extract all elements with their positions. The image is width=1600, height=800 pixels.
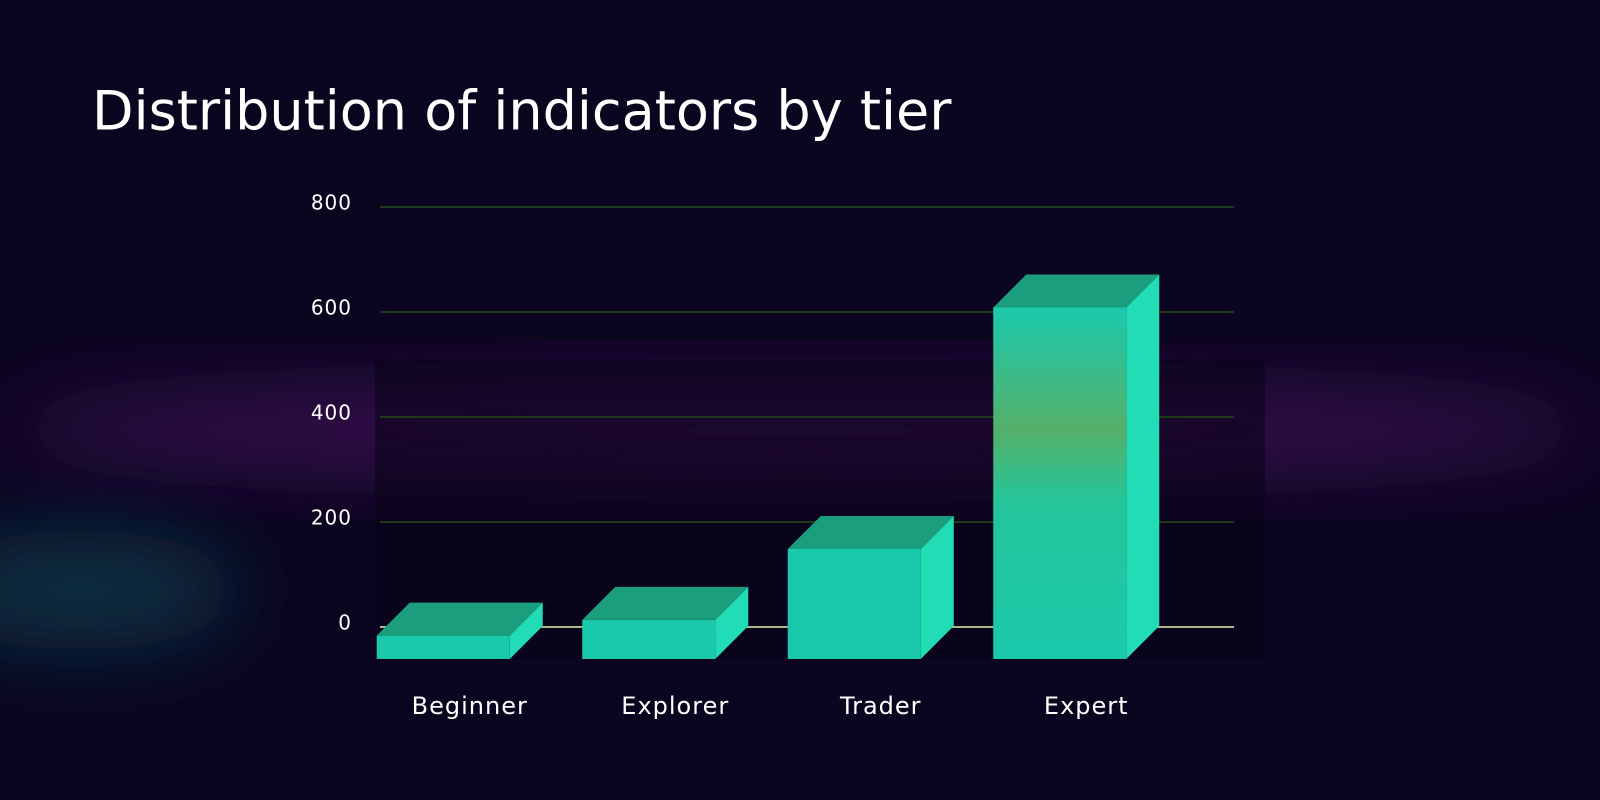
bar-top (582, 586, 749, 620)
y-tick-label: 600 (311, 296, 352, 320)
y-tick-label: 800 (311, 191, 352, 215)
y-tick-label: 200 (311, 506, 352, 530)
bar-side (1126, 274, 1160, 659)
x-tick-label: Beginner (412, 692, 528, 720)
bar (376, 635, 510, 659)
y-tick-label: 400 (311, 401, 352, 425)
bar (993, 307, 1127, 659)
x-tick-label: Explorer (621, 692, 729, 720)
x-tick-label: Expert (1044, 692, 1129, 720)
x-tick-label: Trader (839, 692, 922, 720)
bar-side (509, 602, 543, 659)
glow (0, 530, 240, 650)
bar-top (376, 602, 543, 636)
bar-top (787, 516, 954, 549)
bar-top (993, 274, 1160, 308)
y-tick-label: 0 (338, 611, 352, 635)
bar-side (715, 586, 749, 659)
bar-side (920, 516, 954, 659)
chart-title: Distribution of indicators by tier (92, 80, 952, 143)
bar (582, 619, 716, 659)
bar (787, 549, 921, 659)
